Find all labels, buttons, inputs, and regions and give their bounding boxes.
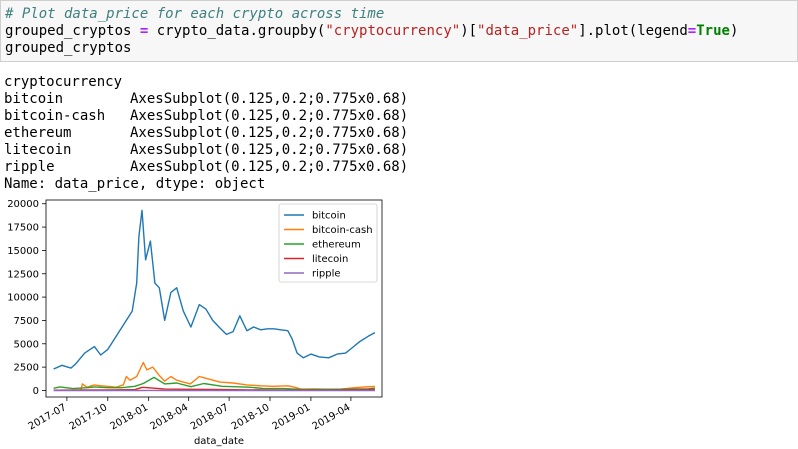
code-comment: # Plot data_price for each crypto across… (5, 6, 385, 22)
x-tick-label: 2018-04 (148, 402, 190, 432)
y-tick-label: 12500 (7, 269, 39, 280)
output-row-value: AxesSubplot(0.125,0.2;0.775x0.68) (130, 142, 409, 158)
output-row-name: litecoin (4, 142, 72, 158)
output-footer: Name: data_price, dtype: object (4, 176, 266, 192)
code-call-end: ].plot(legend (578, 23, 688, 39)
output-header: cryptocurrency (4, 74, 123, 90)
legend-entry-bitcoin: bitcoin (312, 211, 346, 222)
output-row-value: AxesSubplot(0.125,0.2;0.775x0.68) (130, 159, 409, 175)
series-line-bitcoin (53, 209, 376, 370)
y-tick-label: 20000 (7, 199, 39, 210)
output-row-name: bitcoin (4, 91, 64, 107)
output-row-value: AxesSubplot(0.125,0.2;0.775x0.68) (130, 108, 409, 124)
output-row-name: ethereum (4, 125, 72, 141)
x-tick-label: 2019-04 (311, 402, 353, 432)
code-arg-groupby: "cryptocurrency" (325, 23, 461, 39)
cell-output-text: cryptocurrency bitcoin AxesSubplot(0.125,… (4, 74, 408, 193)
code-close: ) (729, 23, 739, 39)
y-tick-label: 10000 (7, 293, 39, 304)
legend-entry-litecoin: litecoin (312, 254, 348, 265)
plot-frame (45, 199, 383, 398)
x-tick-label: 2018-01 (108, 402, 150, 432)
y-tick-label: 15000 (7, 246, 39, 257)
y-tick-label: 2500 (14, 363, 39, 374)
legend-entry-ethereum: ethereum (312, 240, 361, 251)
output-row-name: ripple (4, 159, 55, 175)
code-call-mid: )[ (460, 23, 478, 39)
code-kw-true: True (696, 23, 730, 39)
output-row-value: AxesSubplot(0.125,0.2;0.775x0.68) (130, 125, 409, 141)
x-tick-label: 2019-01 (271, 402, 313, 432)
x-tick-label: 2017-07 (27, 402, 69, 432)
y-tick-label: 17500 (7, 223, 39, 234)
y-tick-label: 7500 (14, 316, 39, 327)
code-input-cell[interactable]: # Plot data_price for each crypto across… (0, 0, 798, 62)
series-line-ethereum (53, 376, 375, 391)
y-tick-label: 0 (33, 386, 39, 397)
x-tick-label: 2018-07 (189, 402, 231, 432)
code-line3: grouped_cryptos (5, 40, 132, 56)
output-row-value: AxesSubplot(0.125,0.2;0.775x0.68) (130, 91, 409, 107)
price-line-chart: 0 2500 5000 7500 10000 12500 15000 17500 20000 20… (7, 199, 383, 447)
legend-entry-bitcoin-cash: bitcoin-cash (312, 225, 373, 236)
x-tick-label: 2018-10 (230, 402, 272, 432)
x-tick-label: 2017-10 (68, 402, 110, 432)
code-var: grouped_cryptos (5, 23, 132, 39)
legend-box (278, 203, 378, 283)
legend-entry-ripple: ripple (312, 269, 341, 280)
x-axis-label: data_date (194, 436, 244, 447)
code-arg-column: "data_price" (477, 23, 579, 39)
code-kw-op: = (687, 23, 697, 39)
code-assign-op: = (139, 23, 149, 39)
y-tick-label: 5000 (14, 339, 39, 350)
code-editor[interactable]: # Plot data_price for each crypto across… (5, 6, 738, 57)
output-row-name: bitcoin-cash (4, 108, 106, 124)
code-call-start: crypto_data.groupby( (156, 23, 326, 39)
